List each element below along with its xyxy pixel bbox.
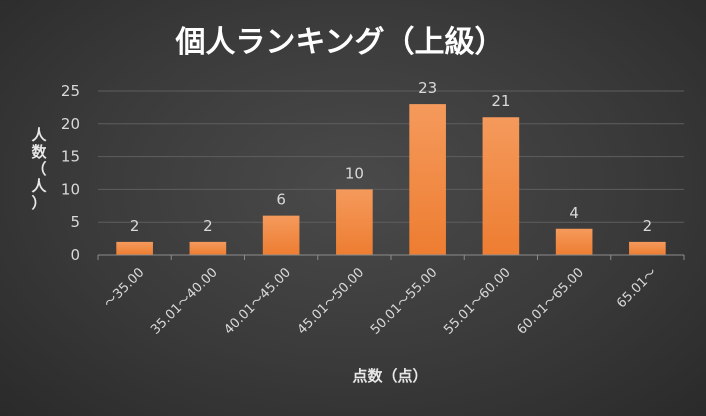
bar (555, 228, 593, 255)
x-axis-title: 点数（点） (352, 367, 427, 385)
bar (629, 241, 666, 255)
y-tick-label: 0 (70, 246, 80, 264)
bar (482, 117, 520, 256)
x-tick-label: 50.01～55.00 (368, 265, 440, 337)
bar (189, 241, 227, 255)
bar (409, 104, 446, 256)
x-tick-labels: ～35.00 35.01～40.00 40.01～45.00 45.01～50.00 5… (97, 255, 685, 338)
y-tick-label: 20 (61, 115, 80, 133)
data-label: 6 (276, 191, 286, 209)
data-label: 2 (130, 217, 140, 235)
y-axis-title: 人数（人） (31, 126, 47, 212)
bar (336, 189, 373, 255)
x-tick-label: 60.01～65.00 (515, 265, 587, 337)
x-tick-label: ～35.00 (101, 265, 147, 311)
bar (116, 241, 153, 255)
data-label: 21 (491, 92, 510, 110)
gridlines (98, 90, 684, 223)
y-tick-labels: 0 5 10 15 20 25 (61, 82, 80, 264)
y-tick-label: 5 (70, 213, 80, 231)
data-label: 23 (418, 79, 437, 97)
x-tick-label: 35.01～40.00 (148, 265, 220, 337)
x-tick-label: 40.01～45.00 (222, 265, 294, 337)
x-tick-label: 45.01～50.00 (295, 265, 367, 337)
x-tick-label: 55.01～60.00 (441, 265, 513, 337)
y-tick-label: 25 (61, 82, 80, 100)
data-label: 2 (643, 217, 653, 235)
data-label: 2 (203, 217, 213, 235)
bars (116, 104, 666, 256)
y-tick-label: 15 (61, 148, 80, 166)
x-tick-label: 65.01～ (614, 265, 660, 311)
data-label: 10 (345, 164, 364, 182)
chart-title: 個人ランキング（上級） (174, 25, 504, 60)
y-tick-label: 10 (61, 180, 80, 198)
data-label: 4 (569, 204, 579, 222)
data-labels: 2 2 6 10 23 21 4 2 (130, 79, 652, 235)
bar (262, 215, 300, 255)
